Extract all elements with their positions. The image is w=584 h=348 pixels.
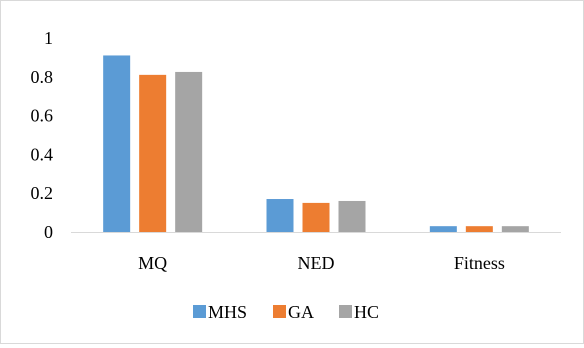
legend-swatch-hc [339, 305, 352, 318]
y-tick-label: 0.8 [31, 67, 54, 87]
bar-hc-fitness [501, 226, 529, 232]
legend-swatch-mhs [193, 305, 206, 318]
bar-hc-mq [175, 71, 203, 232]
bar-chart: 0 0.2 0.4 0.6 0.8 1 MQ NED Fitness MHS GA HC [31, 28, 561, 322]
y-axis-ticks: 0 0.2 0.4 0.6 0.8 1 [31, 28, 54, 242]
bar-mhs-mq [103, 55, 131, 233]
x-category-label: Fitness [454, 253, 505, 273]
x-category-label: NED [298, 253, 335, 273]
y-tick-label: 0 [44, 222, 53, 242]
x-axis-labels: MQ NED Fitness [138, 253, 505, 273]
legend-label-hc: HC [354, 302, 379, 322]
y-tick-label: 0.4 [31, 144, 54, 164]
bar-hc-ned [338, 200, 366, 232]
bar-ga-ned [302, 202, 330, 232]
bar-ga-mq [139, 74, 167, 232]
y-tick-label: 1 [44, 28, 53, 48]
y-tick-label: 0.2 [31, 183, 54, 203]
y-tick-label: 0.6 [31, 106, 54, 126]
legend-swatch-ga [273, 305, 286, 318]
legend-label-ga: GA [288, 302, 314, 322]
bar-mhs-ned [266, 199, 294, 232]
legend: MHS GA HC [193, 302, 379, 322]
x-category-label: MQ [138, 253, 167, 273]
bar-ga-fitness [465, 226, 493, 232]
legend-label-mhs: MHS [208, 302, 247, 322]
bar-mhs-fitness [429, 226, 457, 232]
bars-group [103, 55, 529, 233]
